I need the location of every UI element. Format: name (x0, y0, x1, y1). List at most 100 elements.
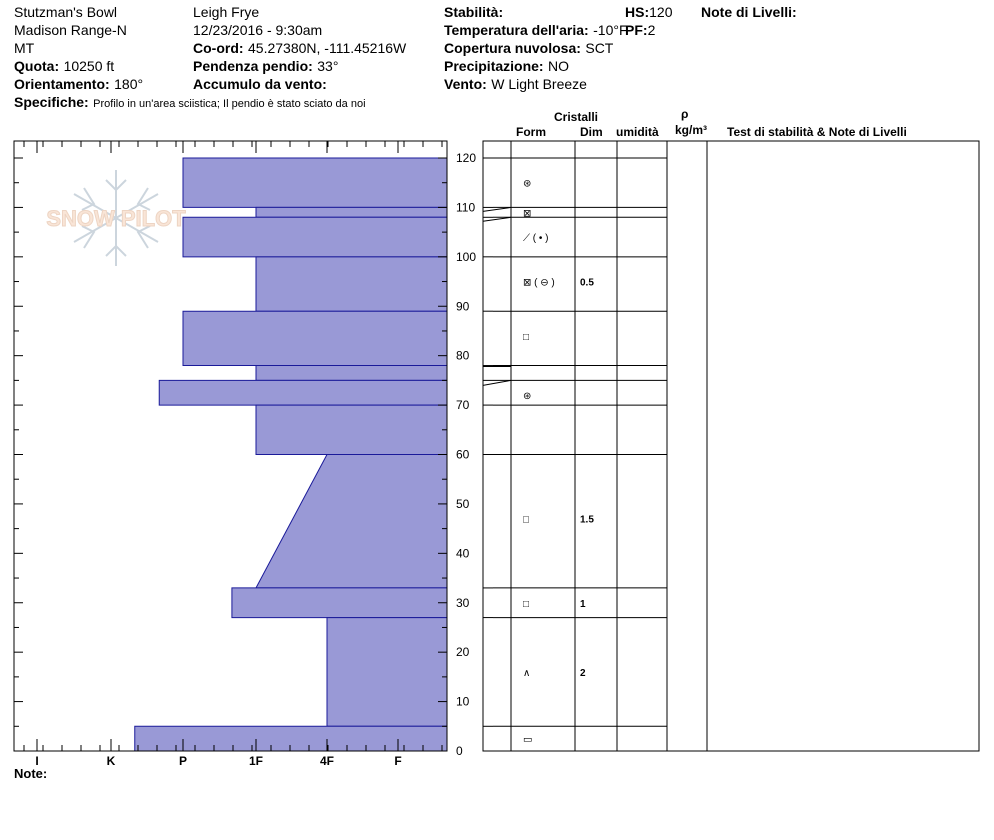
crystal-size-label: 2 (580, 668, 586, 679)
hardness-layer (158, 379, 448, 406)
specifics-row: Specifiche: Profilo in un'area sciistica… (14, 95, 366, 111)
air-temp-value: -10°F (593, 22, 628, 38)
y-tick-label: 60 (456, 448, 470, 462)
y-tick-label: 120 (456, 151, 476, 165)
x-tick-label: F (394, 754, 401, 768)
moisture-header: umidità (616, 125, 659, 139)
pf-row: PF:2 (625, 23, 655, 39)
hardness-layer (255, 454, 448, 589)
location-name: Stutzman's Bowl (14, 4, 118, 20)
elevation-row: Quota: 10250 ft (14, 59, 114, 75)
wind-row: Vento: W Light Breeze (444, 77, 587, 93)
hs-row: HS:120 (625, 5, 672, 21)
hardness-layer (255, 365, 448, 381)
range-name: Madison Range-N (14, 22, 127, 38)
elevation-value: 10250 ft (63, 58, 115, 74)
crystal-form-symbol: ⊠ (523, 208, 531, 219)
y-tick-label: 90 (456, 299, 470, 313)
coord-row: Co-ord: 45.27380N, -111.45216W (193, 41, 406, 57)
air-temp-label: Temperatura dell'aria: (444, 22, 589, 38)
cloud-label: Copertura nuvolosa: (444, 40, 581, 56)
y-tick-label: 10 (456, 695, 470, 709)
tests-header: Test di stabilità & Note di Livelli (727, 125, 907, 139)
snowpilot-watermark: SNOW PILOT (46, 170, 187, 266)
wind-loading-label: Accumulo da vento: (193, 76, 327, 92)
x-tick-label: 4F (320, 754, 334, 768)
precip-value: NO (548, 58, 570, 74)
wind-value: W Light Breeze (491, 76, 587, 92)
stability-row: Stabilità: (444, 5, 503, 21)
slope-value: 33° (317, 58, 339, 74)
pf-label: PF: (625, 22, 648, 38)
aspect-value: 180° (114, 76, 144, 92)
slope-row: Pendenza pendio: 33° (193, 59, 338, 75)
y-tick-label: 20 (456, 645, 470, 659)
cloud-row: Copertura nuvolosa: SCT (444, 41, 613, 57)
air-temp-row: Temperatura dell'aria: -10°F (444, 23, 628, 39)
hardness-layer (255, 256, 448, 312)
hardness-plot-frame (13, 140, 448, 752)
y-tick-label: 0 (456, 744, 463, 758)
y-tick-label: 50 (456, 497, 470, 511)
y-tick-label: 70 (456, 398, 470, 412)
stability-label: Stabilità: (444, 4, 504, 20)
hardness-layer (255, 404, 448, 455)
crystal-form-symbol: ∧ (523, 668, 530, 679)
density-unit-header: kg/m³ (675, 123, 708, 137)
aspect-row: Orientamento: 180° (14, 77, 143, 93)
hardness-layer (182, 157, 448, 208)
precip-label: Precipitazione: (444, 58, 544, 74)
y-tick-label: 100 (456, 250, 476, 264)
cloud-value: SCT (585, 40, 614, 56)
wind-label: Vento: (444, 76, 487, 92)
hardness-layer (182, 310, 448, 367)
layer-notes-label: Note di Livelli: (701, 4, 797, 20)
x-tick-label: I (35, 754, 38, 768)
hardness-layer (255, 206, 448, 218)
hs-value: 120 (649, 4, 673, 20)
hardness-layer (134, 725, 448, 752)
pf-value: 2 (647, 22, 656, 38)
y-tick-label: 110 (456, 200, 475, 214)
specifics-label: Specifiche: (14, 94, 89, 110)
hs-label: HS: (625, 4, 650, 20)
y-tick-label: 40 (456, 546, 470, 560)
crystal-form-symbol: ▭ (523, 735, 532, 746)
precip-row: Precipitazione: NO (444, 59, 569, 75)
crystal-table-frame (482, 140, 980, 752)
crystal-form-symbol: ⟋ ( • ) (523, 233, 549, 244)
hardness-layer (182, 216, 448, 258)
wind-loading-row: Accumulo da vento: (193, 77, 327, 93)
rho-header: ρ (681, 107, 689, 121)
crystal-form-symbol: ⊠ ( ⊖ ) (523, 278, 555, 289)
y-tick-label: 80 (456, 349, 470, 363)
coord-label: Co-ord: (193, 40, 244, 56)
form-header: Form (516, 125, 546, 139)
crystal-form-symbol: □ (523, 515, 529, 526)
watermark-text: SNOW PILOT (46, 206, 186, 231)
slope-label: Pendenza pendio: (193, 58, 313, 74)
observer-name: Leigh Frye (193, 4, 260, 20)
elevation-label: Quota: (14, 58, 60, 74)
snowflake-icon (73, 170, 159, 266)
observation-datetime: 12/23/2016 - 9:30am (193, 22, 323, 38)
state-name: MT (14, 40, 35, 56)
size-header: Dim (580, 125, 603, 139)
hardness-layer (231, 587, 448, 619)
crystal-size-label: 0.5 (580, 278, 594, 289)
crystal-form-symbol: □ (523, 332, 529, 343)
y-tick-label: 30 (456, 596, 470, 610)
coord-value: 45.27380N, -111.45216W (248, 40, 407, 56)
crystals-header: Cristalli (554, 110, 599, 124)
layer-connector (482, 379, 512, 386)
crystal-form-symbol: ⊛ (523, 391, 531, 402)
layer-connector (482, 216, 512, 222)
crystal-size-label: 1 (580, 599, 586, 610)
aspect-label: Orientamento: (14, 76, 110, 92)
crystal-form-symbol: ⊛ (523, 179, 531, 190)
layer-connector (482, 206, 512, 212)
x-tick-label: K (107, 754, 116, 768)
x-tick-label: 1F (249, 754, 263, 768)
hardness-layer (326, 617, 448, 727)
